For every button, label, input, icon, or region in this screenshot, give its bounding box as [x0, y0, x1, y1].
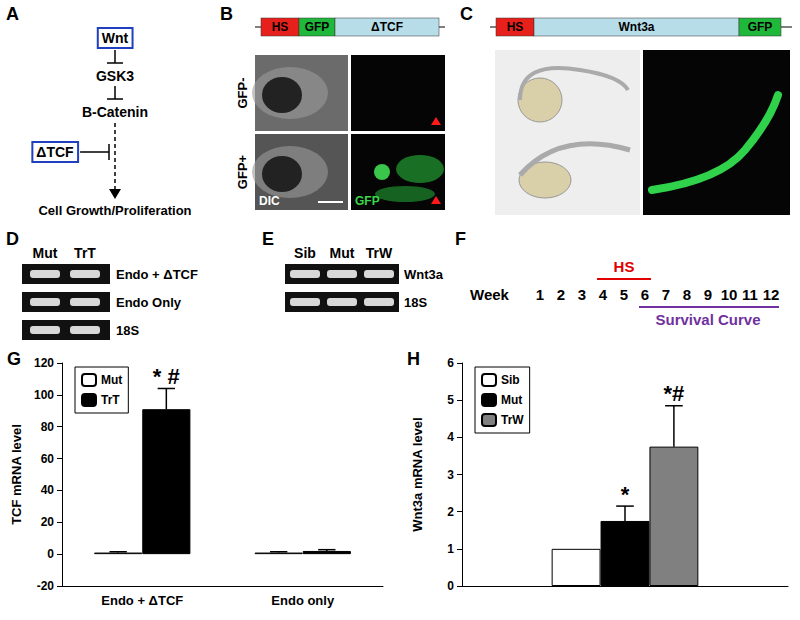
svg-text:*: *	[621, 482, 630, 507]
svg-text:GFP+: GFP+	[235, 154, 250, 189]
svg-text:TCF mRNA level: TCF mRNA level	[9, 424, 24, 525]
svg-text:20: 20	[41, 515, 55, 529]
svg-text:H: H	[407, 349, 420, 369]
svg-text:Cell Growth/Proliferation: Cell Growth/Proliferation	[38, 203, 191, 218]
svg-text:12: 12	[763, 286, 780, 303]
svg-text:Wnt3a mRNA level: Wnt3a mRNA level	[410, 417, 425, 531]
svg-text:ΔTCF: ΔTCF	[36, 144, 74, 160]
svg-text:E: E	[262, 229, 274, 249]
svg-text:Mut: Mut	[101, 373, 122, 387]
svg-text:18S: 18S	[404, 295, 427, 310]
svg-text:3: 3	[447, 468, 454, 482]
svg-text:60: 60	[41, 452, 55, 466]
svg-text:9: 9	[704, 286, 712, 303]
svg-text:GFP: GFP	[305, 20, 330, 34]
svg-text:100: 100	[34, 388, 54, 402]
svg-text:GFP: GFP	[748, 20, 773, 34]
svg-text:6: 6	[447, 356, 454, 370]
svg-text:HS: HS	[272, 20, 289, 34]
svg-text:C: C	[460, 4, 473, 24]
svg-text:TrW: TrW	[501, 413, 524, 427]
svg-text:Survival Curve: Survival Curve	[655, 311, 760, 328]
svg-text:Wnt3a: Wnt3a	[404, 267, 444, 282]
svg-text:TrT: TrT	[101, 393, 120, 407]
svg-text:-20: -20	[37, 579, 55, 593]
svg-text:HS: HS	[614, 258, 635, 275]
svg-text:Endo + ΔTCF: Endo + ΔTCF	[101, 593, 183, 608]
svg-text:Week: Week	[470, 286, 510, 303]
svg-text:GFP: GFP	[355, 194, 380, 208]
svg-text:Endo only: Endo only	[271, 593, 335, 608]
svg-text:0: 0	[447, 579, 454, 593]
svg-text:GFP-: GFP-	[235, 77, 250, 108]
svg-text:Sib: Sib	[294, 245, 316, 261]
svg-text:8: 8	[683, 286, 691, 303]
svg-text:2: 2	[557, 286, 565, 303]
svg-text:D: D	[6, 229, 19, 249]
svg-text:80: 80	[41, 420, 55, 434]
svg-text:TrW: TrW	[366, 245, 393, 261]
svg-text:Wnt: Wnt	[102, 30, 129, 46]
svg-text:B-Catenin: B-Catenin	[82, 104, 148, 120]
svg-text:*#: *#	[664, 381, 685, 406]
svg-text:5: 5	[620, 286, 628, 303]
svg-text:Endo Only: Endo Only	[116, 295, 182, 310]
svg-text:ΔTCF: ΔTCF	[371, 20, 403, 34]
svg-text:10: 10	[721, 286, 738, 303]
svg-text:Sib: Sib	[501, 373, 520, 387]
svg-text:GSK3: GSK3	[96, 68, 134, 84]
svg-text:0: 0	[47, 547, 54, 561]
svg-text:2: 2	[447, 505, 454, 519]
svg-text:4: 4	[447, 430, 454, 444]
svg-text:Wnt3a: Wnt3a	[619, 20, 655, 34]
svg-text:A: A	[6, 4, 19, 24]
svg-text:7: 7	[662, 286, 670, 303]
svg-text:HS: HS	[507, 20, 524, 34]
svg-text:Endo + ΔTCF: Endo + ΔTCF	[116, 267, 198, 282]
svg-text:4: 4	[599, 286, 608, 303]
svg-text:120: 120	[34, 356, 54, 370]
svg-text:Mut: Mut	[33, 245, 58, 261]
svg-text:G: G	[7, 349, 21, 369]
svg-text:6: 6	[641, 286, 649, 303]
svg-text:F: F	[455, 229, 466, 249]
svg-text:3: 3	[578, 286, 586, 303]
svg-text:DIC: DIC	[259, 194, 280, 208]
svg-text:TrT: TrT	[74, 245, 96, 261]
svg-text:Mut: Mut	[501, 393, 522, 407]
svg-text:1: 1	[447, 542, 454, 556]
svg-text:5: 5	[447, 393, 454, 407]
svg-text:11: 11	[742, 286, 758, 303]
svg-text:1: 1	[536, 286, 544, 303]
svg-text:B: B	[220, 4, 233, 24]
svg-text:18S: 18S	[116, 323, 139, 338]
svg-text:40: 40	[41, 483, 55, 497]
svg-text:* #: * #	[153, 364, 180, 389]
svg-text:Mut: Mut	[330, 245, 355, 261]
